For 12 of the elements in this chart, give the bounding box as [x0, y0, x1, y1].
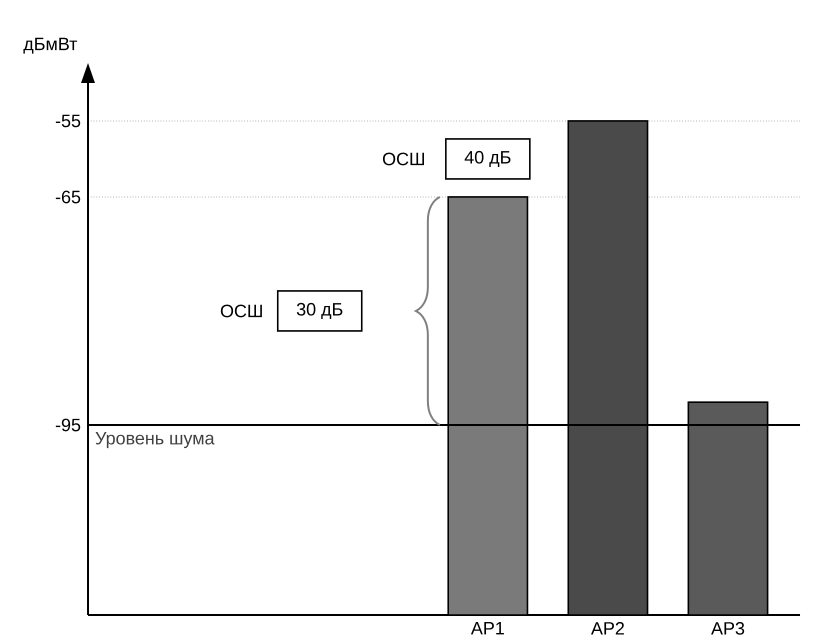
y-tick-label: -65 — [56, 190, 80, 204]
ref-line-label: Уровень шума — [96, 432, 215, 448]
annotation: 40 дБ — [464, 150, 510, 168]
x-tick-label: AP3 — [711, 622, 744, 635]
y-tick-label: -55 — [56, 114, 80, 128]
annotation: 30 дБ — [296, 302, 342, 320]
y-axis-title: дБмВт — [23, 38, 78, 54]
x-tick-label: AP2 — [590, 622, 624, 635]
x-tick-label: AP1 — [470, 622, 504, 634]
annotation: ОСШ — [382, 152, 424, 166]
y-tick-label: -95 — [56, 418, 80, 432]
annotation: ОСШ — [220, 304, 262, 318]
